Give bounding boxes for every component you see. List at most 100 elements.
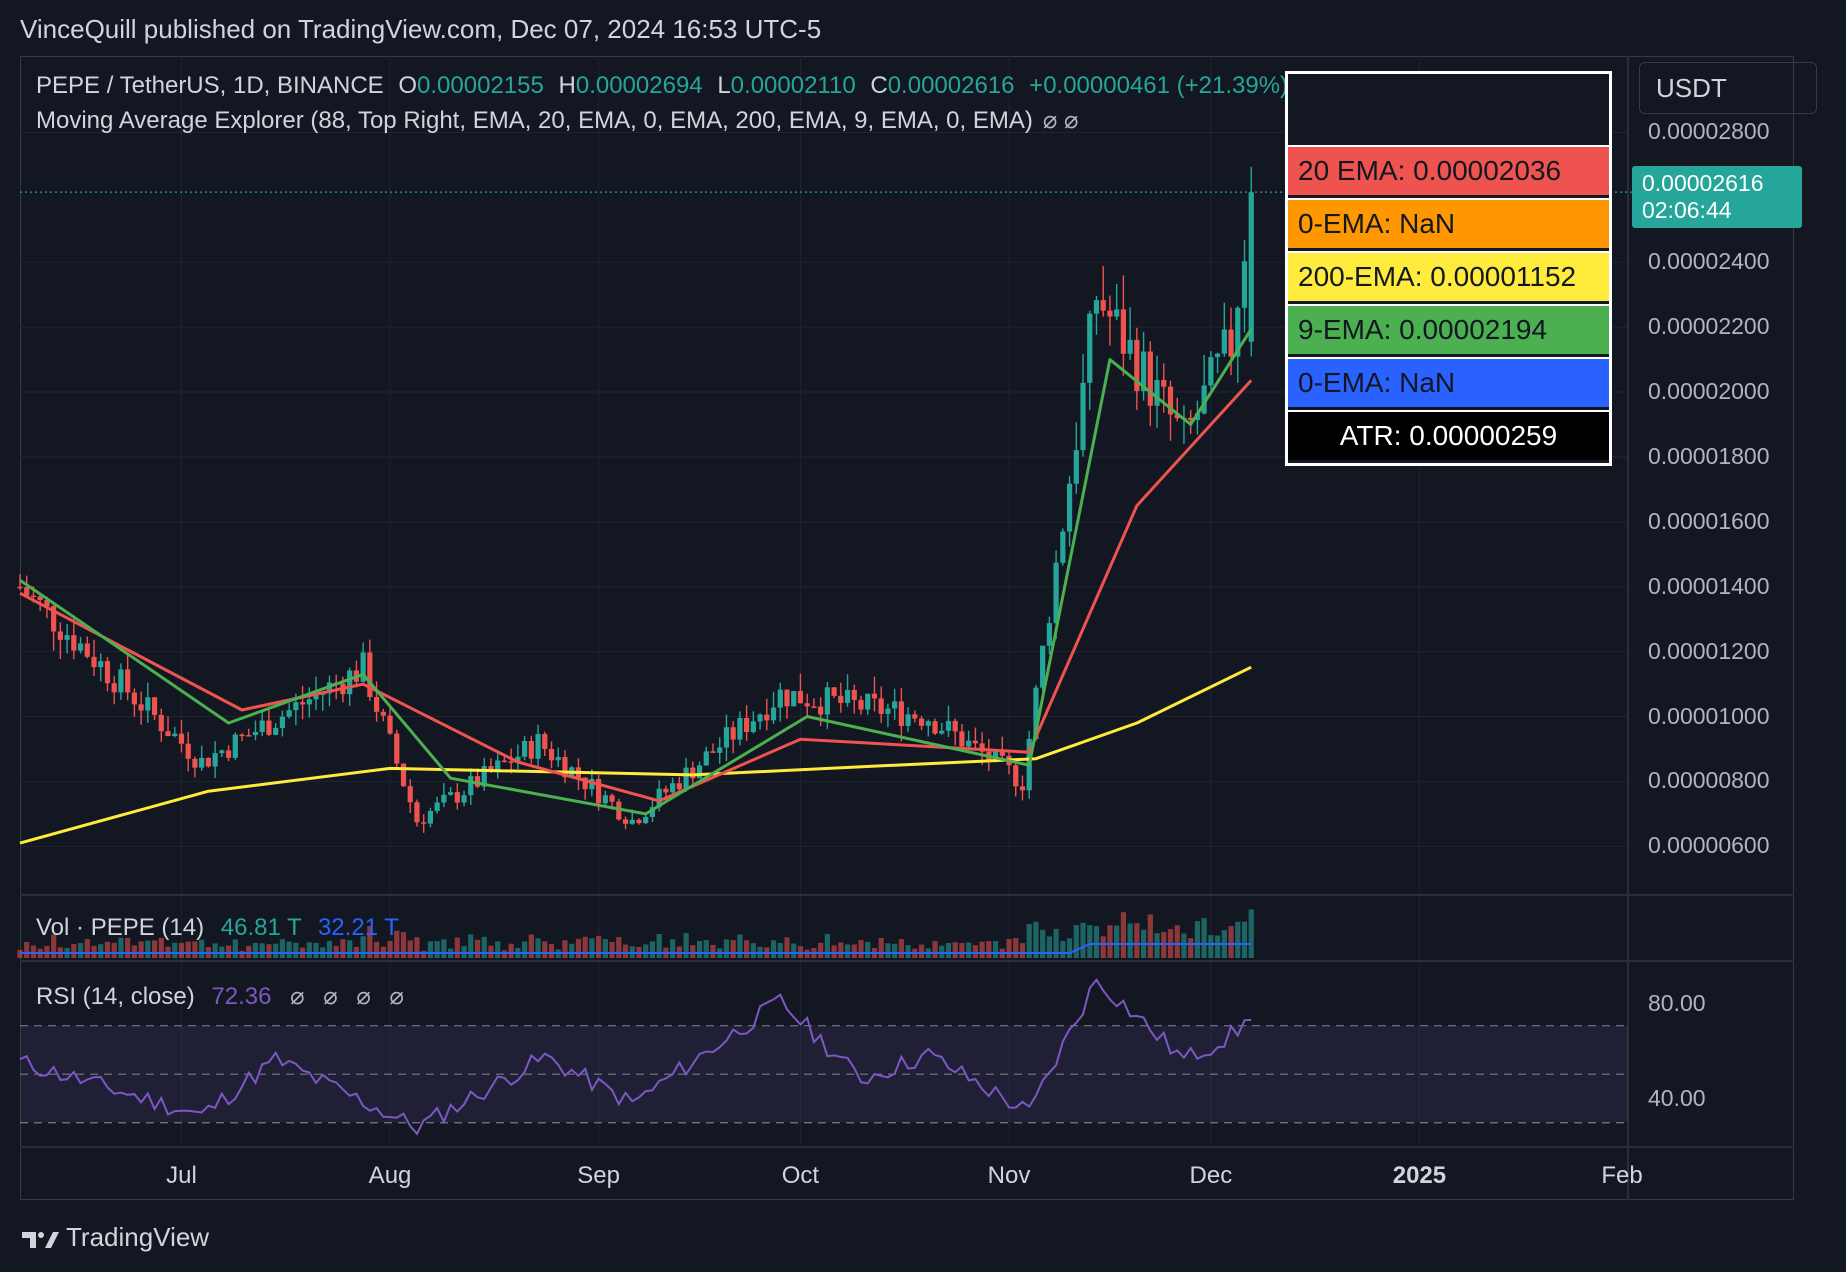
currency-selector[interactable]: USDT — [1639, 62, 1817, 114]
ema9-line — [19, 328, 1253, 816]
volume-bar — [602, 939, 608, 958]
volume-bar — [1040, 929, 1046, 958]
candle-body — [818, 706, 824, 715]
candle-body — [1060, 531, 1066, 563]
candle-body — [939, 730, 945, 734]
candle-body — [945, 720, 952, 731]
volume-bar — [723, 939, 730, 958]
candle-body — [98, 661, 104, 668]
candle-body — [447, 792, 454, 795]
time-axis-label: 2025 — [1392, 1162, 1447, 1189]
candle-body — [515, 756, 521, 763]
candle-body — [999, 750, 1005, 756]
volume-bar — [1093, 926, 1100, 958]
candle-body — [871, 693, 878, 699]
volume-bar — [259, 943, 265, 958]
volume-bar — [232, 939, 238, 958]
candle-body — [851, 689, 857, 700]
candle-body — [1080, 382, 1086, 451]
volume-bar — [643, 944, 649, 958]
candle-body — [1127, 339, 1133, 354]
candle-body — [838, 695, 844, 703]
candle-body — [118, 669, 124, 693]
candle-body — [1241, 261, 1248, 308]
brand-name: TradingView — [66, 1222, 210, 1252]
volume-bar — [1208, 935, 1214, 958]
time-axis-label: Feb — [1601, 1162, 1643, 1189]
candle-body — [347, 670, 353, 695]
indicator-name[interactable]: Moving Average Explorer (88, Top Right, … — [36, 107, 1033, 134]
volume-title: Vol · PEPE (14) — [36, 914, 205, 941]
close-value: 0.00002616 — [887, 72, 1015, 99]
candle-body — [1208, 357, 1214, 386]
legend-row-label: ATR: 0.00000259 — [1339, 420, 1558, 451]
candle-body — [1033, 687, 1039, 739]
rsi-line — [19, 978, 1252, 1136]
candle-body — [299, 702, 306, 705]
candle-body — [461, 795, 467, 803]
volume-legend[interactable]: Vol · PEPE (14) 46.81 T 32.21 T — [36, 914, 399, 942]
candle-body — [804, 703, 810, 707]
rsi-legend[interactable]: RSI (14, close) 72.36 ⌀ ⌀ ⌀ ⌀ — [36, 982, 410, 1011]
tradingview-logo-icon — [22, 1232, 59, 1248]
volume-bar — [1114, 925, 1120, 958]
candle-body — [481, 766, 487, 787]
candle-body — [313, 693, 319, 700]
candle-body — [125, 669, 131, 693]
volume-bar — [394, 930, 400, 958]
volume-bar — [703, 940, 709, 958]
candle-body — [1188, 417, 1194, 421]
volume-bar — [979, 941, 985, 958]
candle-body — [1140, 351, 1147, 392]
candle-body — [286, 710, 292, 717]
indicator-legend-line[interactable]: Moving Average Explorer (88, Top Right, … — [36, 106, 1078, 135]
volume-bar — [690, 945, 696, 958]
indicator-hidden-icon[interactable]: ⌀ ⌀ — [1042, 107, 1079, 134]
volume-value: 46.81 T — [220, 914, 302, 941]
volume-bar — [434, 941, 440, 958]
candle-body — [1134, 339, 1140, 392]
candle-body — [434, 802, 440, 811]
high-value: 0.00002694 — [575, 72, 703, 99]
volume-bar — [118, 937, 124, 958]
symbol-name[interactable]: PEPE / TetherUS, 1D, BINANCE — [36, 72, 384, 99]
candle-body — [878, 698, 884, 714]
volume-bar — [306, 942, 312, 958]
legend-row-label: 200-EMA: 0.00001152 — [1298, 261, 1577, 292]
volume-bar — [387, 941, 393, 958]
last-price: 0.00002616 — [1642, 170, 1764, 196]
volume-bar — [959, 942, 965, 958]
candle-body — [145, 697, 151, 711]
candle-body — [616, 801, 622, 820]
candle-body — [858, 699, 864, 710]
volume-bar — [1019, 943, 1026, 958]
legend-row-ema0-b: 0-EMA: NaN — [1288, 357, 1609, 407]
candle-body — [212, 753, 218, 767]
candle-body — [925, 721, 931, 726]
volume-bar — [1228, 926, 1234, 958]
volume-bar — [1181, 933, 1187, 958]
volume-bar — [427, 941, 434, 958]
candle-body — [703, 751, 709, 766]
candle-body — [811, 706, 817, 708]
candle-body — [737, 717, 743, 740]
candle-body — [696, 765, 703, 779]
price-axis-label: 0.00002400 — [1648, 248, 1770, 275]
volume-bar — [528, 934, 534, 958]
last-price-tag: 0.00002616 02:06:44 — [1632, 166, 1802, 228]
candle-body — [764, 714, 770, 721]
rsi-hidden-icons[interactable]: ⌀ ⌀ ⌀ ⌀ — [290, 983, 410, 1010]
candle-body — [508, 761, 514, 763]
candle-body — [84, 643, 90, 657]
price-axis-label: 0.00001000 — [1648, 702, 1770, 729]
candle-body — [185, 743, 191, 759]
volume-bar — [1188, 938, 1194, 958]
volume-bar — [326, 940, 333, 958]
candle-body — [1167, 386, 1174, 415]
bar-countdown: 02:06:44 — [1642, 197, 1732, 223]
candle-body — [414, 802, 420, 823]
volume-bar — [1154, 933, 1160, 958]
volume-bar — [986, 941, 992, 958]
volume-bar — [71, 943, 77, 958]
